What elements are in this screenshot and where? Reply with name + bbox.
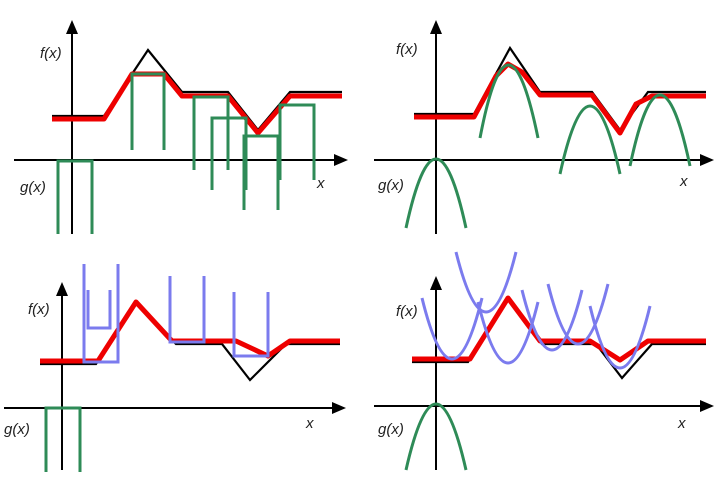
x-axis-arrow — [334, 154, 348, 166]
structuring-element-placements — [404, 251, 652, 471]
parabolic-se — [478, 63, 540, 139]
y-axis-arrow — [66, 20, 78, 34]
flat-se — [130, 72, 166, 150]
dilated-curve — [412, 295, 706, 363]
parabolic-se-reflected — [588, 305, 652, 370]
x-axis-arrow — [700, 154, 714, 166]
flat-se-reflected — [168, 276, 206, 344]
structuring-element-placements — [56, 72, 316, 234]
panel-bottom-right: f(x) g(x) x — [374, 251, 714, 471]
panel-bottom-left: f(x) g(x) x — [4, 264, 346, 472]
x-axis-label: x — [679, 173, 688, 190]
parabolic-se — [628, 93, 692, 167]
panel-top-right: f(x) g(x) x — [374, 20, 714, 234]
parabolic-se — [404, 402, 468, 471]
f-axis-label: f(x) — [28, 301, 50, 318]
f-axis-label: f(x) — [40, 45, 62, 62]
structuring-element-placements — [44, 264, 270, 472]
structuring-element-placements — [404, 63, 692, 229]
flat-se-reflected — [232, 292, 270, 358]
x-axis-label: x — [677, 415, 686, 432]
flat-se-reflected — [86, 290, 112, 330]
flat-se — [210, 116, 248, 190]
y-axis-arrow — [430, 276, 442, 290]
parabolic-se — [404, 157, 468, 229]
x-axis-label: x — [305, 415, 314, 432]
flat-se-reflected — [82, 264, 120, 364]
flat-se — [278, 103, 316, 180]
eroded-curve — [414, 61, 706, 136]
flat-se — [242, 134, 280, 210]
flat-se — [44, 406, 82, 472]
panel-top-left: f(x) g(x) x — [14, 20, 348, 234]
x-axis-label: x — [316, 175, 325, 192]
parabolic-se-reflected — [420, 297, 484, 361]
x-axis-arrow — [332, 402, 346, 414]
y-axis-arrow — [430, 20, 442, 34]
g-axis-label: g(x) — [378, 177, 404, 194]
g-axis-label: g(x) — [378, 421, 404, 438]
y-axis-arrow — [56, 282, 68, 296]
flat-se — [192, 95, 230, 170]
f-axis-label: f(x) — [396, 41, 418, 58]
g-axis-label: g(x) — [4, 421, 30, 438]
g-axis-label: g(x) — [20, 179, 46, 196]
parabolic-se-reflected — [520, 289, 584, 352]
parabolic-se — [558, 104, 622, 175]
parabolic-se-reflected — [546, 283, 610, 346]
flat-se — [56, 159, 94, 234]
x-axis-arrow — [700, 400, 714, 412]
parabolic-se-reflected — [454, 251, 518, 314]
parabolic-se-reflected — [476, 301, 540, 365]
f-axis-label: f(x) — [396, 303, 418, 320]
